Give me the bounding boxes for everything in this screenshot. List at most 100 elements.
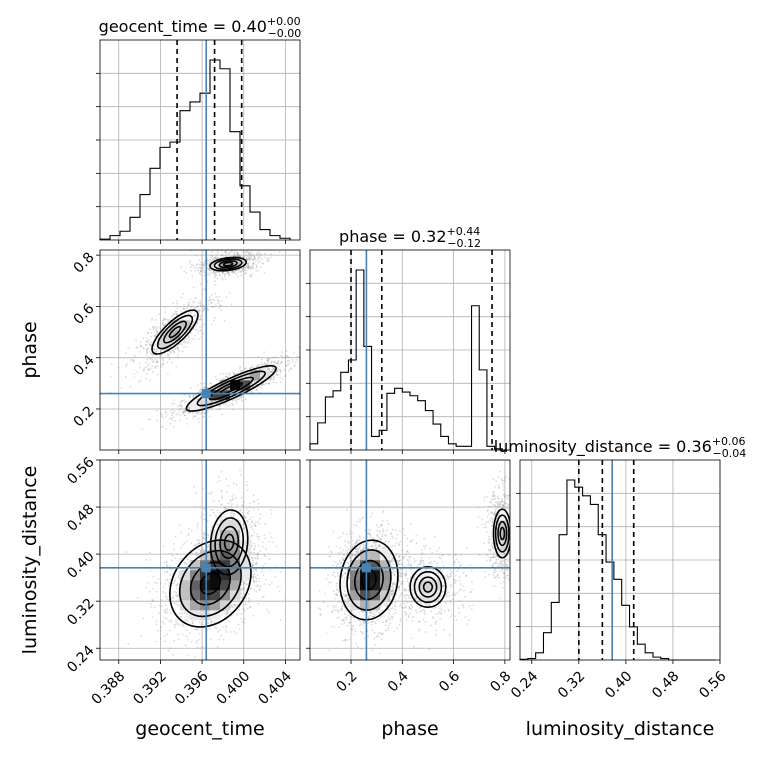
sample-point [161, 323, 164, 326]
sample-point [208, 298, 211, 301]
density-phase-luminosity_distance [317, 470, 510, 655]
sample-point [232, 270, 234, 273]
sample-point [270, 377, 272, 380]
sample-point [196, 639, 198, 642]
density-cell [250, 370, 261, 381]
sample-point [209, 508, 212, 511]
sample-point [191, 622, 194, 625]
histogram-phase [309, 269, 510, 451]
sample-point [176, 347, 179, 349]
sample-point [267, 358, 270, 361]
sample-point [149, 344, 152, 347]
sample-point [187, 301, 190, 304]
sample-point [207, 533, 209, 536]
sample-point [222, 378, 225, 380]
sample-point [239, 255, 242, 258]
sample-point [221, 277, 223, 279]
sample-point [254, 524, 257, 527]
sample-point [188, 338, 191, 341]
sample-point [345, 549, 348, 552]
sample-point [265, 366, 268, 369]
sample-point [200, 270, 203, 273]
sample-point [197, 633, 200, 635]
sample-point [219, 305, 221, 307]
sample-point [166, 598, 169, 600]
sample-point [214, 376, 217, 378]
sample-point [230, 303, 233, 306]
sample-point [232, 515, 235, 518]
sample-point [377, 544, 380, 547]
sample-point [189, 411, 191, 414]
sample-point [169, 410, 172, 413]
sample-point [241, 620, 244, 623]
sample-point [188, 261, 191, 264]
sample-point [156, 330, 159, 333]
sample-point [253, 551, 256, 554]
sample-point [242, 583, 245, 586]
sample-point [236, 254, 239, 257]
sample-point [250, 535, 253, 537]
y-tick-label: 0.2 [71, 403, 98, 430]
density-cell [180, 320, 191, 331]
sample-point [252, 575, 255, 578]
sample-point [155, 640, 158, 643]
sample-point [180, 615, 182, 617]
sample-point [145, 336, 148, 339]
sample-point [213, 299, 215, 302]
sample-point [169, 568, 172, 570]
sample-point [185, 629, 188, 632]
sample-point [272, 356, 274, 359]
sample-point [192, 412, 195, 415]
sample-point [246, 489, 249, 492]
sample-point [175, 602, 178, 605]
density-cell [220, 590, 231, 601]
sample-point [235, 483, 238, 486]
sample-point [148, 368, 150, 371]
sample-point [242, 504, 244, 507]
sample-point [183, 561, 186, 564]
sample-point [207, 543, 210, 546]
sample-point [163, 586, 165, 589]
sample-point [245, 251, 248, 254]
sample-point [214, 257, 217, 260]
sample-point [179, 616, 182, 619]
sample-point [155, 620, 158, 623]
sample-point [264, 382, 267, 385]
sample-point [248, 510, 250, 513]
sample-point [223, 320, 226, 322]
density-cell [180, 600, 191, 611]
sample-point [177, 576, 180, 579]
sample-point [155, 329, 157, 332]
sample-point [214, 304, 217, 306]
sample-point [216, 523, 219, 526]
sample-point [203, 264, 205, 266]
density-cell [210, 550, 221, 561]
sample-point [195, 641, 198, 644]
sample-point [158, 344, 161, 346]
sample-point [198, 542, 201, 544]
sample-point [266, 609, 269, 612]
sample-point [408, 606, 411, 609]
sample-point [132, 360, 135, 363]
contour-line [185, 365, 277, 412]
sample-point [267, 359, 269, 362]
sample-point [401, 582, 403, 585]
sample-point [254, 576, 257, 578]
sample-point [286, 355, 288, 357]
sample-point [183, 338, 186, 341]
sample-point [200, 516, 203, 518]
contour-line [222, 261, 234, 267]
sample-point [148, 418, 150, 421]
sample-point [243, 582, 246, 585]
sample-point [249, 605, 252, 608]
sample-point [356, 553, 359, 555]
sample-point [156, 349, 159, 352]
sample-point [185, 618, 188, 621]
sample-point [258, 364, 260, 366]
sample-point [285, 365, 287, 367]
sample-point [279, 369, 281, 372]
sample-point [180, 531, 183, 534]
sample-point [264, 256, 266, 259]
sample-point [201, 623, 203, 626]
sample-point [177, 600, 180, 603]
